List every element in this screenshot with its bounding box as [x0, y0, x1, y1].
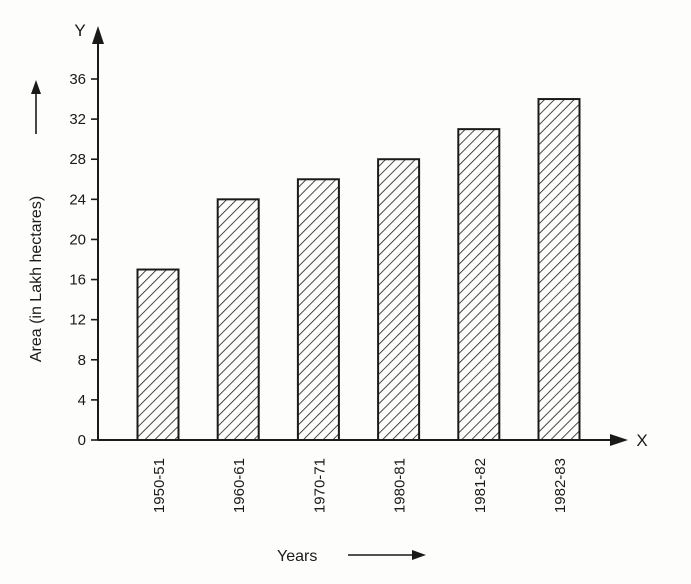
bar-1960-61 — [216, 198, 260, 441]
x-title-arrowhead — [412, 550, 426, 560]
category-labels-layer: 1950-51 1960-61 1970-71 1980-81 1981-82 1982-… — [151, 458, 569, 513]
y-axis-arrowhead — [92, 26, 104, 44]
y-tick-label: 12 — [69, 312, 86, 329]
y-tick-label: 28 — [69, 151, 86, 168]
bar-1970-71 — [296, 178, 340, 441]
x-category-label: 1970-71 — [311, 458, 328, 513]
x-axis-letter: X — [636, 431, 647, 450]
bar-1982-83 — [537, 98, 581, 442]
y-axis-title: Area (in Lakh hectares) — [28, 196, 45, 362]
x-axis-arrowhead — [610, 434, 628, 446]
x-category-label: 1950-51 — [151, 458, 168, 513]
y-tick-label: 8 — [78, 352, 86, 369]
x-category-label: 1982-83 — [552, 458, 569, 513]
bars-layer — [136, 98, 581, 442]
bar-1980-81 — [377, 158, 421, 441]
y-tick-label: 24 — [69, 191, 86, 208]
y-ticks-layer: 0 4 8 12 16 20 24 28 32 36 — [69, 71, 98, 449]
x-category-label: 1960-61 — [231, 458, 248, 513]
y-tick-label: 36 — [69, 71, 86, 88]
y-tick-label: 16 — [69, 272, 86, 289]
y-axis-letter: Y — [74, 21, 85, 40]
y-tick-label: 20 — [69, 231, 86, 248]
bar-1981-82 — [457, 128, 501, 441]
y-tick-label: 32 — [69, 111, 86, 128]
y-tick-label: 4 — [78, 392, 86, 409]
y-tick-label: 0 — [78, 432, 86, 449]
bar-1950-51 — [136, 268, 180, 441]
x-category-label: 1980-81 — [392, 458, 409, 513]
x-axis-title: Years — [277, 548, 317, 565]
y-title-arrowhead — [31, 80, 41, 94]
x-category-label: 1981-82 — [472, 458, 489, 513]
